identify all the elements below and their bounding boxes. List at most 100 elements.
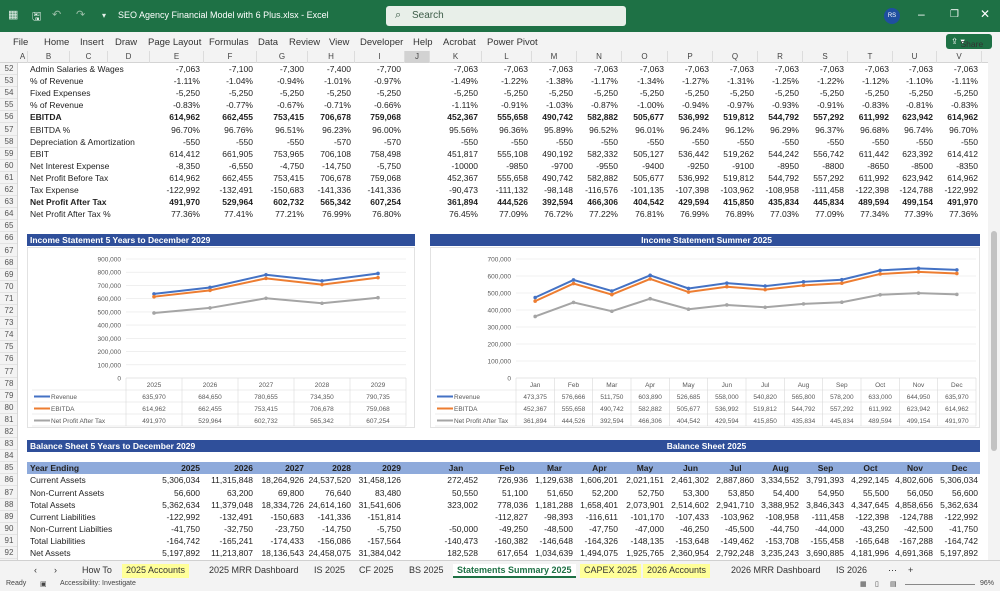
row-number[interactable]: 57 bbox=[0, 124, 17, 136]
value-cell[interactable]: -7,063 bbox=[774, 64, 799, 74]
value-cell[interactable]: -32,750 bbox=[224, 523, 253, 534]
value-cell[interactable]: 491,970 bbox=[947, 197, 978, 208]
value-cell[interactable]: 1,658,401 bbox=[580, 499, 618, 510]
value-cell[interactable]: -150,683 bbox=[270, 511, 304, 522]
value-cell[interactable]: 582,332 bbox=[587, 148, 618, 159]
column-header-J[interactable]: J bbox=[405, 51, 430, 63]
value-cell[interactable]: 4,181,996 bbox=[851, 548, 889, 558]
search-input[interactable]: ⌕ Search bbox=[386, 6, 626, 26]
value-cell[interactable]: 759,068 bbox=[370, 112, 401, 123]
value-cell[interactable]: -550 bbox=[646, 136, 664, 147]
value-cell[interactable]: 77.09% bbox=[499, 209, 528, 220]
row-label[interactable]: Depreciation & Amortization bbox=[30, 136, 135, 147]
value-cell[interactable]: -7,400 bbox=[326, 64, 351, 74]
column-header-U[interactable]: U bbox=[893, 51, 937, 63]
value-cell[interactable]: -5,750 bbox=[376, 160, 401, 171]
year-header[interactable]: 2028 bbox=[332, 463, 351, 474]
value-cell[interactable]: -44,750 bbox=[770, 523, 799, 534]
month-header[interactable]: Dec bbox=[951, 463, 968, 474]
value-cell[interactable]: -1.11% bbox=[451, 100, 478, 111]
value-cell[interactable]: 3,334,552 bbox=[761, 475, 799, 486]
value-cell[interactable]: 2,461,302 bbox=[671, 475, 709, 486]
value-cell[interactable]: 505,677 bbox=[633, 112, 664, 123]
value-cell[interactable]: -148,135 bbox=[630, 535, 664, 546]
value-cell[interactable]: -122,398 bbox=[855, 511, 889, 522]
value-cell[interactable]: 4,292,145 bbox=[851, 475, 889, 486]
value-cell[interactable]: 706,108 bbox=[320, 148, 351, 159]
value-cell[interactable]: -0.71% bbox=[324, 100, 351, 111]
value-cell[interactable]: -9250 bbox=[687, 160, 709, 171]
prev-sheet-icon[interactable]: ‹ bbox=[34, 565, 37, 575]
value-cell[interactable]: 77.22% bbox=[589, 209, 618, 220]
value-cell[interactable]: 31,458,126 bbox=[358, 475, 401, 486]
row-number[interactable]: 81 bbox=[0, 414, 17, 426]
page-break-view-icon[interactable]: ▤ bbox=[890, 581, 897, 588]
value-cell[interactable]: -6,550 bbox=[228, 160, 253, 171]
value-cell[interactable]: -153,708 bbox=[765, 535, 799, 546]
row-label[interactable]: EBITDA bbox=[30, 112, 62, 123]
value-cell[interactable]: -550 bbox=[600, 136, 618, 147]
row-number[interactable]: 59 bbox=[0, 148, 17, 160]
value-cell[interactable]: 63,200 bbox=[227, 487, 253, 498]
value-cell[interactable]: 76.72% bbox=[544, 209, 573, 220]
menu-review[interactable]: Review bbox=[289, 37, 321, 48]
value-cell[interactable]: -98,148 bbox=[544, 185, 573, 195]
value-cell[interactable]: -7,063 bbox=[908, 64, 933, 74]
value-cell[interactable]: 76,640 bbox=[325, 487, 351, 498]
value-cell[interactable]: 18,136,543 bbox=[261, 548, 304, 558]
column-header-A[interactable]: A bbox=[18, 51, 28, 63]
value-cell[interactable]: 778,036 bbox=[497, 499, 528, 510]
more-sheets-icon[interactable]: ⋯ bbox=[888, 565, 897, 575]
value-cell[interactable]: -9400 bbox=[642, 160, 664, 171]
value-cell[interactable]: 555,658 bbox=[497, 112, 528, 123]
value-cell[interactable]: 491,970 bbox=[169, 197, 200, 208]
row-number[interactable]: 92 bbox=[0, 547, 17, 559]
row-label[interactable]: Net Assets bbox=[30, 548, 71, 558]
value-cell[interactable]: 2,073,901 bbox=[626, 499, 664, 510]
row-number[interactable]: 72 bbox=[0, 305, 17, 317]
tab-2025-accounts[interactable]: 2025 Accounts bbox=[122, 564, 190, 578]
value-cell[interactable]: 5,306,034 bbox=[162, 475, 200, 486]
customize-icon[interactable]: ▾ bbox=[102, 11, 107, 20]
value-cell[interactable]: 452,367 bbox=[447, 112, 478, 123]
value-cell[interactable]: -7,063 bbox=[548, 64, 573, 74]
value-cell[interactable]: 52,200 bbox=[592, 487, 618, 498]
line-chart[interactable]: 0 100,000 200,000 300,000 400,000 500,000 600,… bbox=[27, 246, 415, 428]
value-cell[interactable]: 555,658 bbox=[497, 172, 528, 183]
value-cell[interactable]: 272,452 bbox=[447, 475, 478, 486]
value-cell[interactable]: 614,412 bbox=[947, 148, 978, 159]
value-cell[interactable]: 24,458,075 bbox=[308, 548, 351, 558]
value-cell[interactable]: 52,750 bbox=[638, 487, 664, 498]
row-number[interactable]: 78 bbox=[0, 378, 17, 390]
value-cell[interactable]: 76.45% bbox=[449, 209, 478, 220]
value-cell[interactable]: 444,526 bbox=[497, 197, 528, 208]
value-cell[interactable]: -50,000 bbox=[449, 523, 478, 534]
value-cell[interactable]: -122,992 bbox=[166, 185, 200, 195]
value-cell[interactable]: 3,846,343 bbox=[806, 499, 844, 510]
value-cell[interactable]: -8800 bbox=[822, 160, 844, 171]
value-cell[interactable]: 323,002 bbox=[447, 499, 478, 510]
value-cell[interactable]: -550 bbox=[510, 136, 528, 147]
value-cell[interactable]: -156,086 bbox=[317, 535, 351, 546]
value-cell[interactable]: 51,650 bbox=[547, 487, 573, 498]
value-cell[interactable]: -140,473 bbox=[444, 535, 478, 546]
month-header[interactable]: Aug bbox=[772, 463, 789, 474]
value-cell[interactable]: -1.01% bbox=[324, 76, 351, 87]
value-cell[interactable]: 499,154 bbox=[902, 197, 933, 208]
avatar[interactable]: RS bbox=[884, 8, 900, 24]
value-cell[interactable] bbox=[430, 511, 482, 523]
value-cell[interactable]: 466,306 bbox=[587, 197, 618, 208]
value-cell[interactable]: 77.34% bbox=[860, 209, 889, 220]
value-cell[interactable]: 361,894 bbox=[447, 197, 478, 208]
value-cell[interactable]: 1,181,288 bbox=[535, 499, 573, 510]
value-cell[interactable]: -5,250 bbox=[453, 88, 478, 99]
value-cell[interactable]: 753,415 bbox=[273, 112, 304, 123]
value-cell[interactable]: 614,962 bbox=[169, 172, 200, 183]
value-cell[interactable]: 77.21% bbox=[275, 209, 304, 220]
value-cell[interactable]: -111,132 bbox=[495, 185, 528, 195]
value-cell[interactable]: -1.03% bbox=[546, 100, 573, 111]
value-cell[interactable]: 2,792,248 bbox=[716, 548, 754, 558]
menu-help[interactable]: Help bbox=[413, 37, 433, 48]
column-header-M[interactable]: M bbox=[532, 51, 577, 63]
row-number[interactable]: 53 bbox=[0, 75, 17, 88]
